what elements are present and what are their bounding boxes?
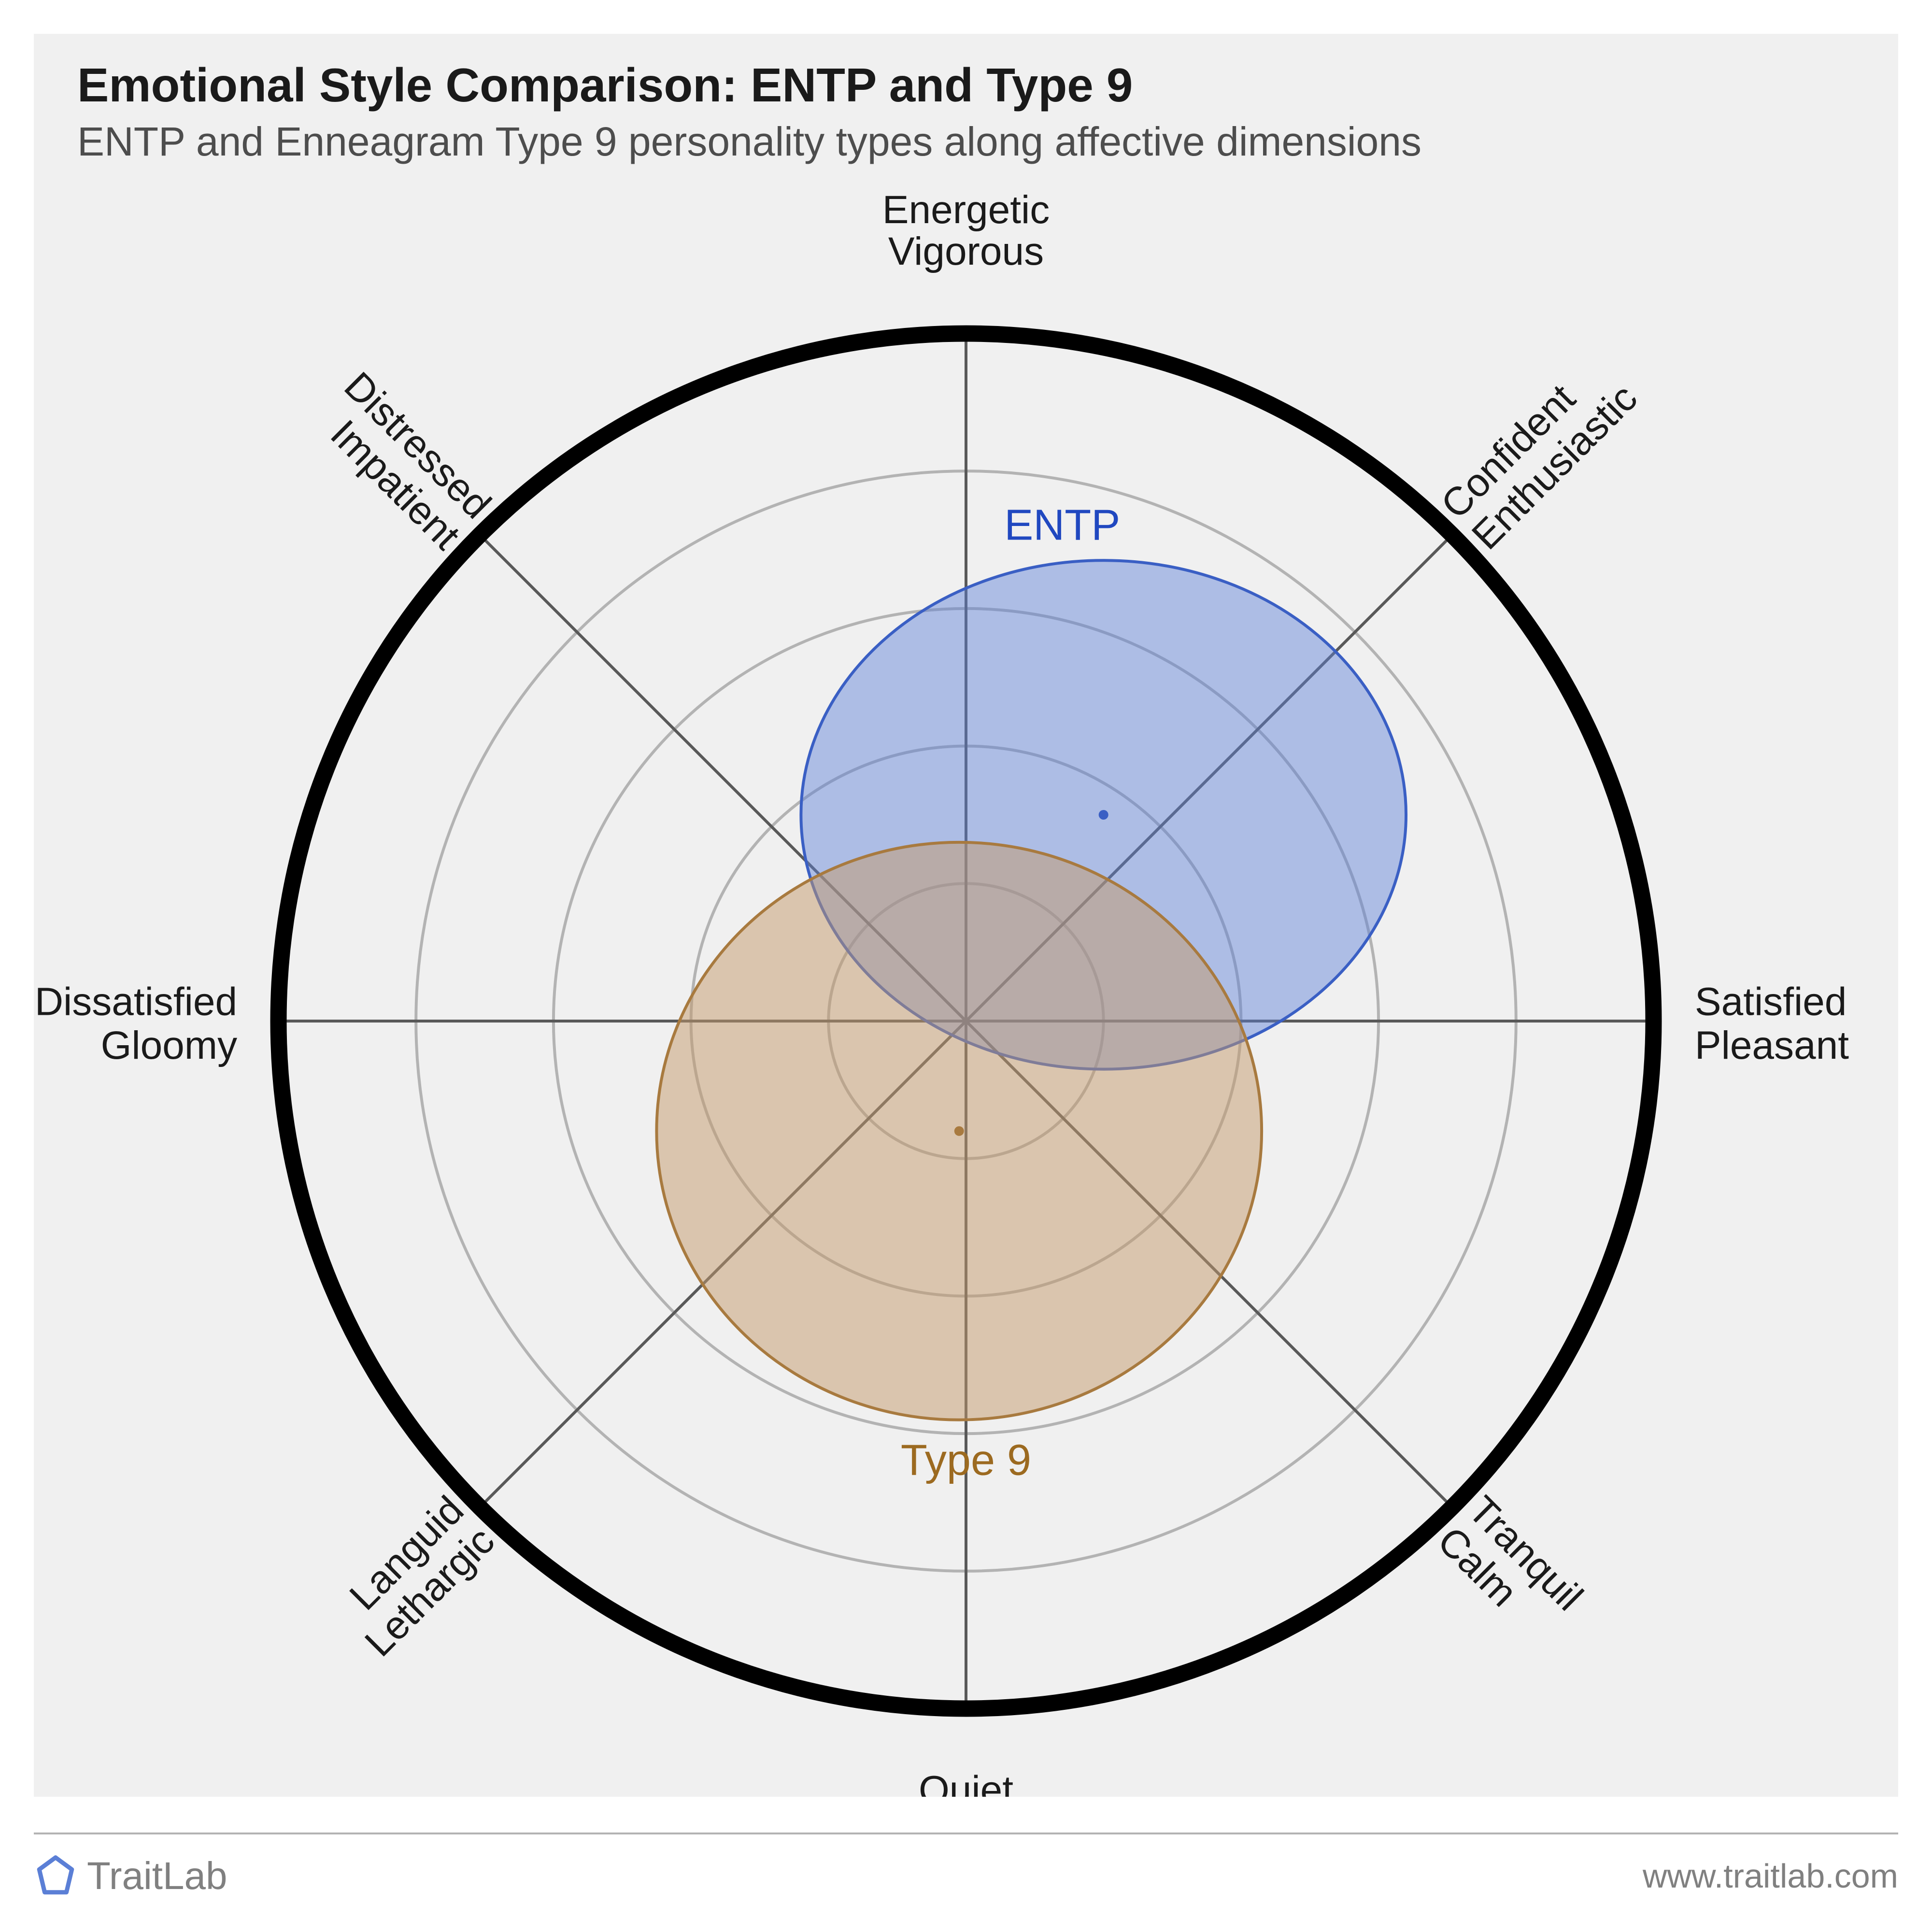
traitlab-logo-icon (34, 1854, 77, 1898)
axis-label-line1: Energetic (882, 188, 1050, 232)
series-label-entp: ENTP (1004, 501, 1120, 550)
title-block: Emotional Style Comparison: ENTP and Typ… (77, 58, 1421, 165)
circumplex-chart: ENTP Type 9 SatisfiedPleasant ConfidentEnth… (34, 34, 1898, 1797)
plot-background: Emotional Style Comparison: ENTP and Typ… (34, 34, 1898, 1797)
axis-label-line2: Vigorous (888, 229, 1044, 273)
axis-label-line1: Quiet (919, 1768, 1013, 1797)
series-label-type-9: Type 9 (901, 1436, 1031, 1485)
chart-subtitle: ENTP and Enneagram Type 9 personality ty… (77, 118, 1421, 165)
axis-label: SatisfiedPleasant (1695, 980, 1849, 1067)
brand-text: TraitLab (87, 1854, 227, 1898)
axis-label: DistressedImpatient (305, 364, 499, 558)
axis-label: QuietSedate (903, 1768, 1029, 1797)
axis-label: EnergeticVigorous (882, 188, 1050, 273)
series-center-dot (1099, 810, 1108, 820)
axis-label-line1: Dissatisfied (35, 980, 237, 1024)
footer-url: www.traitlab.com (1643, 1857, 1898, 1895)
axis-label: DissatisfiedGloomy (35, 980, 237, 1067)
axis-label-line1: Satisfied (1695, 980, 1847, 1024)
axis-label-line2: Pleasant (1695, 1023, 1849, 1067)
chart-title: Emotional Style Comparison: ENTP and Typ… (77, 58, 1421, 113)
footer: TraitLab www.traitlab.com (34, 1833, 1898, 1898)
axis-label-line2: Gloomy (101, 1023, 238, 1067)
series-center-dot (954, 1126, 964, 1136)
axis-label: ConfidentEnthusiastic (1433, 345, 1646, 558)
